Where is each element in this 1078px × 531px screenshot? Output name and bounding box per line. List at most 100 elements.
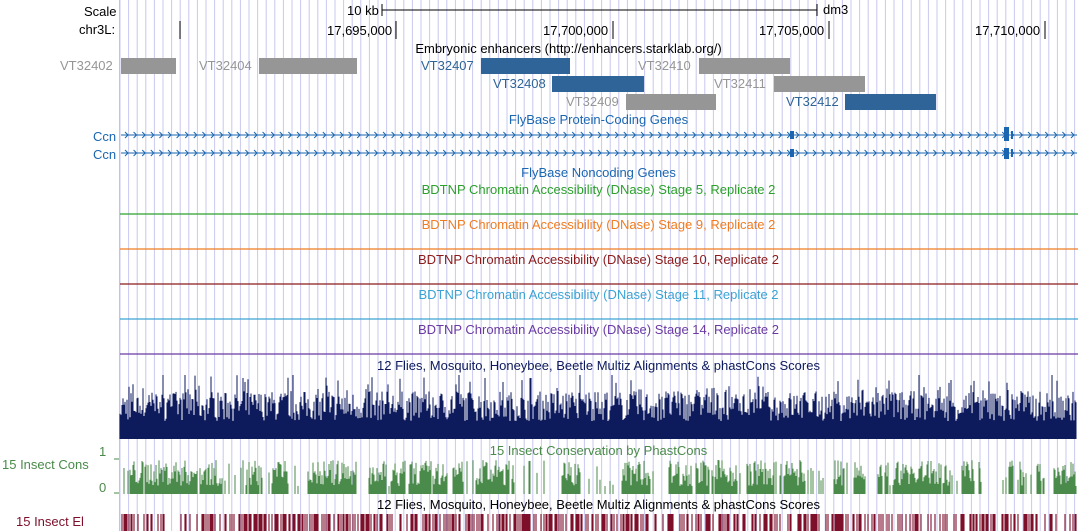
multiz-track-title[interactable]: 12 Flies, Mosquito, Honeybee, Beetle Mul… [377,358,820,373]
gene-arrow [700,149,705,157]
insect-cons-track-title[interactable]: 15 Insect Conservation by PhastCons [489,443,708,458]
gene-arrow [580,149,585,157]
insect-cons-side-label[interactable]: 15 Insect Cons [2,457,89,472]
gene-arrow [864,131,869,139]
gene-arrow [159,149,164,157]
dnase-stage11-title[interactable]: BDTNP Chromatin Accessibility (DNase) St… [418,287,779,302]
gene-arrow [976,149,981,157]
gene-arrow [262,131,267,139]
enhancer-label-vt32402[interactable]: VT32402 [60,58,113,73]
enhancer-label-vt32409[interactable]: VT32409 [566,94,619,109]
gene-arrow [313,149,318,157]
enhancer-label-vt32410[interactable]: VT32410 [638,58,691,73]
noncoding-genes-title[interactable]: FlyBase Noncoding Genes [521,165,676,180]
enhancer-label-vt32407[interactable]: VT32407 [421,58,474,73]
gene-arrow [795,131,800,139]
gene-exon [1011,131,1013,139]
gene-arrow [270,131,275,139]
gene-arrow [193,149,198,157]
gene-arrow [804,149,809,157]
gene-arrow [640,149,645,157]
gene-arrow [778,131,783,139]
gene-arrow [296,131,301,139]
insect-el-side-label[interactable]: 15 Insect El [16,514,84,529]
gene-arrow [477,131,482,139]
enhancer-bar-vt32412 [845,94,936,110]
gene-arrow [657,131,662,139]
gene-arrow [253,149,258,157]
gene-arrow [202,131,207,139]
dnase-stage5-title[interactable]: BDTNP Chromatin Accessibility (DNase) St… [421,182,776,197]
gene-arrow [176,149,181,157]
dnase-stage14-title[interactable]: BDTNP Chromatin Accessibility (DNase) St… [417,322,780,337]
gene-arrow [1027,149,1032,157]
enhancer-bar-vt32411 [774,76,865,92]
gene-arrow [417,131,422,139]
gene-arrow [313,131,318,139]
gene-arrow [451,131,456,139]
gene-arrow [434,149,439,157]
gene-arrow [726,149,731,157]
gene-arrow [614,131,619,139]
gene-exon [1004,148,1009,159]
gene-arrow [735,131,740,139]
gene-arrow [288,131,293,139]
gene-arrow [735,149,740,157]
gene-arrow [761,131,766,139]
gene-arrow [468,149,473,157]
gene-arrow [709,131,714,139]
enhancer-label-vt32411[interactable]: VT32411 [714,76,766,91]
gene-arrow [915,131,920,139]
gene-arrow [700,131,705,139]
gene-arrow [537,149,542,157]
gene-arrow [331,149,336,157]
gene-arrow [958,131,963,139]
gene-arrow [399,131,404,139]
gene-arrow [855,131,860,139]
gene-arrow [950,149,955,157]
gene-arrow [219,131,224,139]
gene-arrow [442,131,447,139]
gene-arrow [898,131,903,139]
gene-arrow [537,131,542,139]
gene-arrow [597,149,602,157]
gene-arrow [649,131,654,139]
gene-arrow [245,149,250,157]
gene-arrow [838,131,843,139]
gene-arrow [236,131,241,139]
insect-cons-ymin: 0 [99,480,107,495]
protein-coding-genes-title[interactable]: FlyBase Protein-Coding Genes [508,112,689,127]
enhancer-label-vt32412[interactable]: VT32412 [786,94,839,109]
gene-arrow [356,131,361,139]
gene-arrow [391,149,396,157]
dnase-stage10-title[interactable]: BDTNP Chromatin Accessibility (DNase) St… [417,252,780,267]
gene-arrow [941,131,946,139]
gene-arrow [159,131,164,139]
enhancers-track-title[interactable]: Embryonic enhancers (http://enhancers.st… [415,41,722,56]
gene-label-ccn-1[interactable]: Ccn [93,129,117,144]
dnase-stage9-title[interactable]: BDTNP Chromatin Accessibility (DNase) St… [421,217,776,232]
gene-arrow [855,149,860,157]
gene-arrow [924,149,929,157]
gene-arrow [546,131,551,139]
gene-arrow [1053,131,1058,139]
gene-arrow [1044,131,1049,139]
gene-label-ccn-2[interactable]: Ccn [93,147,117,162]
enhancer-label-vt32408[interactable]: VT32408 [493,76,546,91]
gene-arrow [864,149,869,157]
gene-arrow [520,131,525,139]
gene-arrow [683,131,688,139]
gene-arrow [554,131,559,139]
gene-arrow [838,149,843,157]
gene-arrow [649,149,654,157]
gene-arrow [382,131,387,139]
gene-arrow [657,149,662,157]
gene-arrow [374,149,379,157]
gene-arrow [933,131,938,139]
enhancer-label-vt32404[interactable]: VT32404 [199,58,252,73]
gene-arrow [898,149,903,157]
insect-el-track-title[interactable]: 12 Flies, Mosquito, Honeybee, Beetle Mul… [377,497,820,512]
ruler-position-3: 17,705,000 [759,23,825,38]
